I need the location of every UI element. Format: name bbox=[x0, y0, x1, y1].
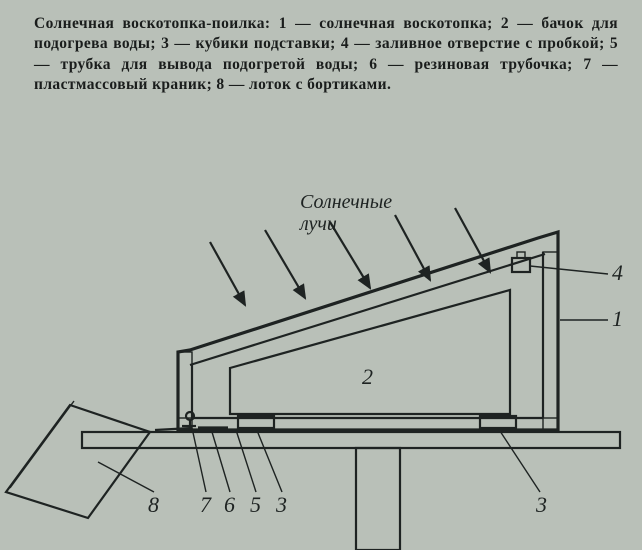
svg-text:Солнечные: Солнечные bbox=[300, 191, 392, 213]
svg-text:5: 5 bbox=[250, 492, 261, 517]
svg-text:7: 7 bbox=[200, 492, 212, 517]
diagram-canvas: Солнечныелучи142335678 bbox=[0, 180, 642, 550]
svg-text:8: 8 bbox=[148, 492, 159, 517]
svg-text:лучи: лучи bbox=[299, 213, 337, 235]
legend-title: Солнечная воскотопка-поилка: bbox=[34, 15, 279, 32]
svg-text:6: 6 bbox=[224, 492, 235, 517]
svg-text:1: 1 bbox=[612, 306, 623, 331]
legend-item-3: 3 — кубики подставки; bbox=[161, 35, 341, 52]
legend-item-8: 8 — лоток с бортиками. bbox=[216, 76, 391, 93]
legend-item-1: 1 — солнечная воскотопка; bbox=[279, 15, 501, 32]
svg-text:2: 2 bbox=[362, 364, 373, 389]
svg-text:3: 3 bbox=[275, 492, 287, 517]
svg-text:3: 3 bbox=[535, 492, 547, 517]
legend-item-4: 4 — заливное отверстие с пробкой; bbox=[341, 35, 610, 52]
svg-text:4: 4 bbox=[612, 260, 623, 285]
legend-item-6: 6 — резиновая трубочка; bbox=[369, 56, 583, 73]
legend-caption: Солнечная воскотопка-поилка: 1 — солнечн… bbox=[34, 14, 618, 96]
